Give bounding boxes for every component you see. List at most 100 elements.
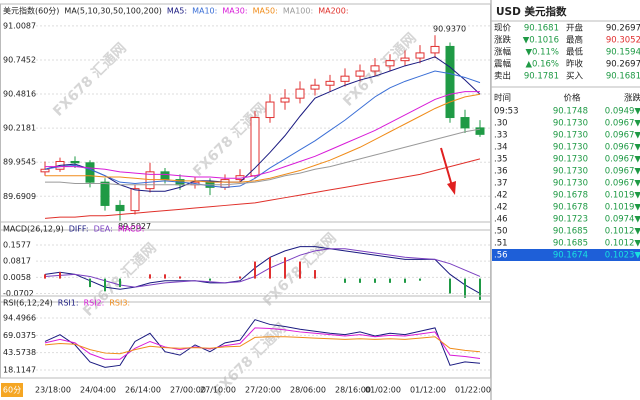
candle-body xyxy=(145,171,155,190)
tick-cell: 09:53 xyxy=(494,107,519,117)
tick-cell: 0.0949▼ xyxy=(605,107,640,117)
y-tick-label: 43.5738 xyxy=(3,348,36,357)
series-line xyxy=(44,336,481,355)
legend-entry: DIFF: xyxy=(69,225,89,234)
y-tick-label: 91.0087 xyxy=(3,21,36,30)
candle-body xyxy=(475,127,485,135)
quote-value: 90.1781 xyxy=(524,72,559,82)
candle-body xyxy=(40,168,50,173)
tick-cell: 90.1730 xyxy=(553,179,588,189)
y-tick-label: 94.4966 xyxy=(3,313,36,322)
y-tick-label: 89.6909 xyxy=(3,192,36,201)
x-tick-label: 26/14:00 xyxy=(125,386,161,395)
tick-cell: 90.1723 xyxy=(553,215,588,225)
tick-cell: 90.1730 xyxy=(553,143,588,153)
tick-cell: 90.1678 xyxy=(553,203,588,213)
y-tick-label: 18.1147 xyxy=(3,366,36,375)
quote-label: 最高 xyxy=(566,35,583,46)
selected-row xyxy=(492,249,640,261)
tick-cell: .35 xyxy=(494,155,508,165)
tick-cell: 0.1012▼ xyxy=(605,227,640,237)
candle-body xyxy=(115,204,125,212)
quote-label: 最低 xyxy=(566,47,584,58)
tick-cell: 90.1678 xyxy=(553,191,588,201)
y-tick-label: 69.0375 xyxy=(3,331,36,340)
quote-value: ▲0.16% xyxy=(525,60,559,70)
tick-cell: 0.1019▼ xyxy=(605,191,640,201)
series-line xyxy=(44,158,481,219)
quote-label: 震幅 xyxy=(494,59,512,70)
tick-cell: 0.0967▼ xyxy=(605,143,640,153)
series-line xyxy=(44,327,481,360)
interval-badge xyxy=(1,383,23,397)
quote-label: 现价 xyxy=(494,24,512,34)
chart-subtitle: MA(5,10,30,50,100,200) xyxy=(64,7,162,16)
plot-area xyxy=(44,319,481,368)
x-tick-label: 27/00:00 xyxy=(170,386,206,395)
legend-entry: DEA: xyxy=(94,225,113,234)
tick-cell: .30 xyxy=(494,119,508,129)
tick-cell: 0.1012▼ xyxy=(605,239,640,249)
tick-cell: 0.0967▼ xyxy=(605,179,640,189)
chart-panel: 0.1577 0.0817 0.0058 -0.0702 MACD(26,12,9) DI… xyxy=(0,221,491,303)
candle-body xyxy=(430,45,440,54)
quote-value: 90.1681 xyxy=(524,24,559,34)
tick-cell: 90.1730 xyxy=(553,119,588,129)
chart-panel: 91.0087 90.7452 90.4816 90.2181 89.9545 89.69… xyxy=(0,3,491,231)
tick-cell: 0.0967▼ xyxy=(605,131,640,141)
y-tick-label: 89.9545 xyxy=(3,158,36,167)
tick-cell: 0.1023▼ xyxy=(605,251,640,261)
tick-cell: .56 xyxy=(494,251,508,261)
series-line xyxy=(44,56,481,192)
quote-label: 涨幅 xyxy=(494,47,512,58)
tick-cell: .34 xyxy=(494,143,508,153)
chart-title: MACD(26,12,9) xyxy=(3,225,64,234)
interval-label[interactable]: 60分 xyxy=(3,386,21,395)
candle-body xyxy=(280,97,290,103)
annotation-arrow xyxy=(440,147,453,187)
candle-body xyxy=(340,75,350,82)
tick-cell: 0.0974▼ xyxy=(605,215,640,225)
candle-body xyxy=(385,60,395,67)
tick-cell: .36 xyxy=(494,167,508,177)
quote-label: 涨跌 xyxy=(494,35,512,46)
legend-entry: MA30: xyxy=(222,7,247,16)
series-line xyxy=(44,319,481,368)
tick-cell: 90.1730 xyxy=(553,167,588,177)
tick-cell: 90.1748 xyxy=(553,107,588,117)
legend-entry: MA200: xyxy=(318,7,348,16)
x-tick-label: 28/16:00 xyxy=(335,386,371,395)
tick-cell: 90.1674 xyxy=(553,251,588,261)
quote-label: 买入 xyxy=(566,72,584,82)
series-line xyxy=(45,91,480,179)
ticks-header: 价格 xyxy=(563,93,581,104)
quote-label: 昨收 xyxy=(566,59,584,70)
x-tick-label: 24/04:00 xyxy=(80,386,116,395)
tick-cell: 0.1019▼ xyxy=(605,203,640,213)
y-tick-label: 0.1577 xyxy=(3,241,31,250)
quote-label: 卖出 xyxy=(494,71,511,82)
series-line xyxy=(44,248,481,288)
candle-body xyxy=(415,52,425,59)
x-tick-label: 01/02:00 xyxy=(365,386,401,395)
x-tick-label: 27/10:00 xyxy=(200,386,236,395)
candle-body xyxy=(355,70,365,77)
candle-body xyxy=(130,188,140,212)
charts: 91.0087 90.7452 90.4816 90.2181 89.9545 89.69… xyxy=(0,3,491,395)
tick-cell: .51 xyxy=(494,239,508,249)
legend-entry: MACD: xyxy=(118,225,145,234)
series-line xyxy=(45,128,481,186)
series-line xyxy=(45,93,481,183)
chart-title: 美元指数(60分) xyxy=(3,6,59,16)
panel-frame xyxy=(0,221,491,303)
chart-panel: 94.4966 69.0375 43.5738 18.1147 RSI(6,12,24)… xyxy=(0,295,491,395)
candle-body xyxy=(85,162,95,183)
panel-frame xyxy=(0,295,491,379)
tick-cell: .37 xyxy=(494,179,508,189)
candle-body xyxy=(400,57,410,62)
tick-cell: 90.1730 xyxy=(553,155,588,165)
legend-entry: MA10: xyxy=(192,7,217,16)
legend-entry: RSI1: xyxy=(58,299,79,308)
tick-cell: 0.0967▼ xyxy=(605,167,640,177)
